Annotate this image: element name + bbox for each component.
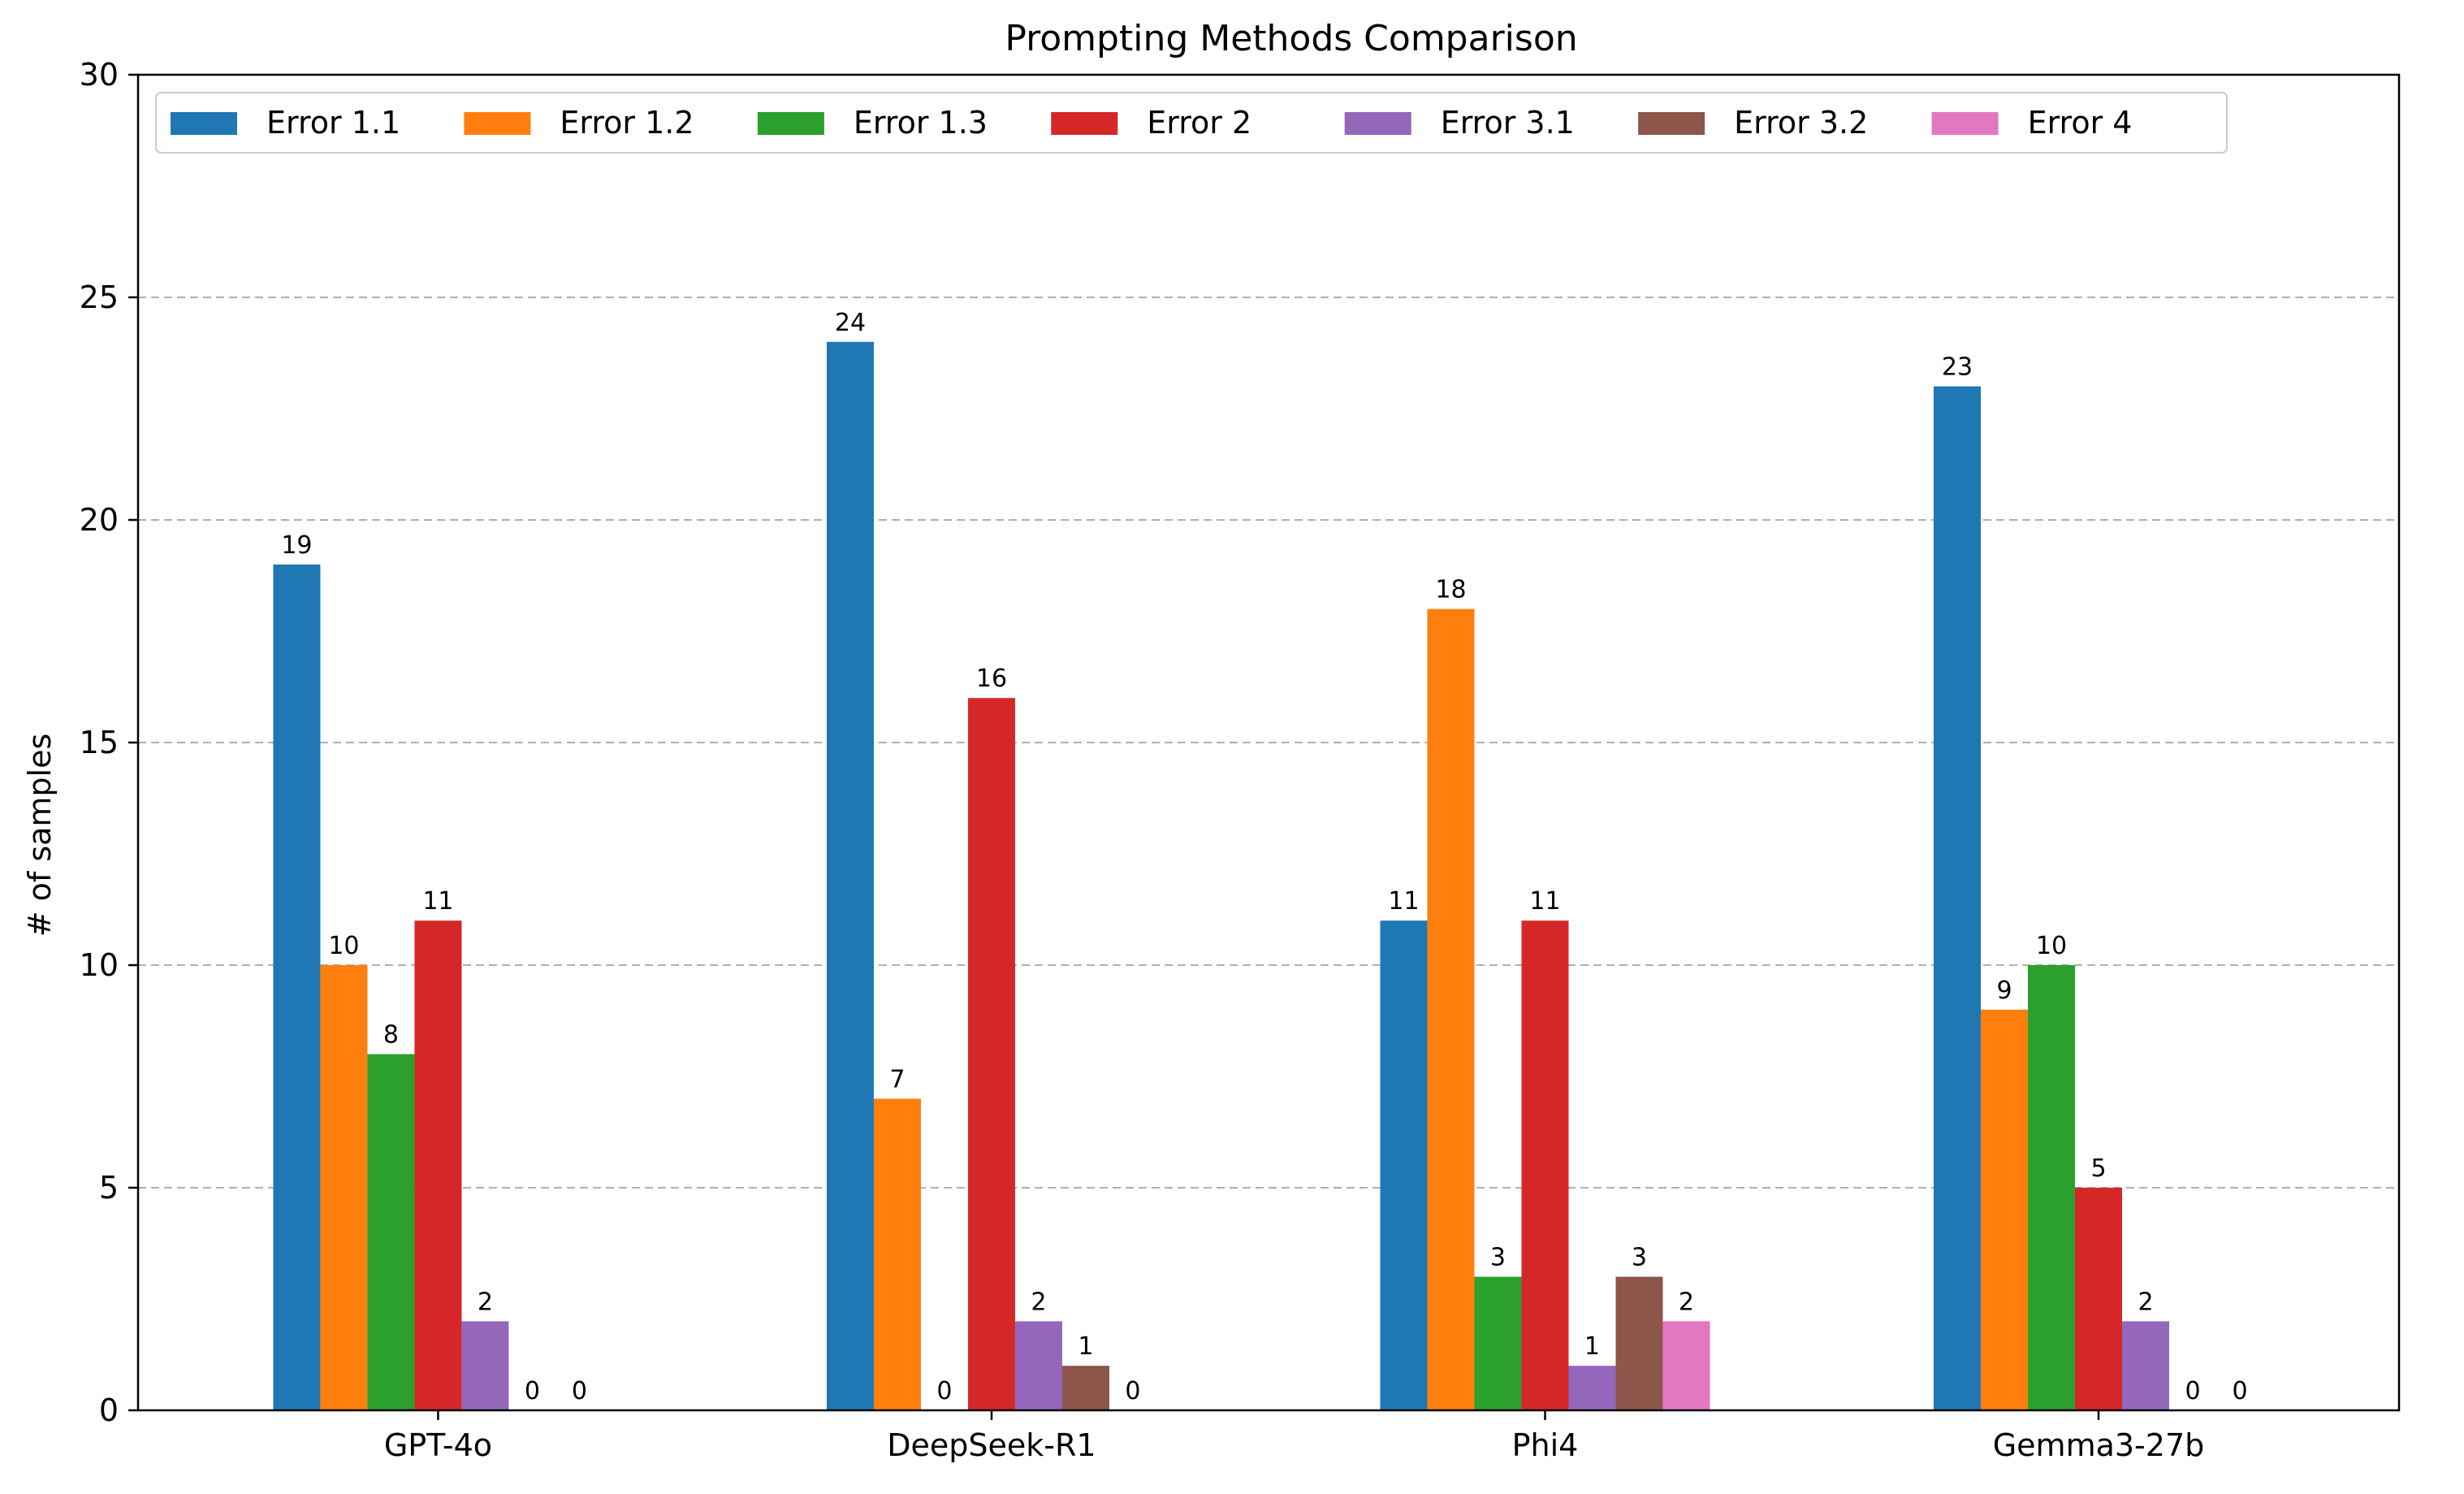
legend-label: Error 2 (1147, 105, 1251, 141)
legend-swatch (1638, 112, 1705, 135)
legend-item-5: Error 3.2 (1638, 105, 1868, 141)
bar-gemma3-27b-series-3 (2075, 1188, 2123, 1410)
x-tick-label: Gemma3-27b (1993, 1427, 2205, 1463)
data-label: 2 (1031, 1288, 1046, 1316)
data-label: 0 (525, 1377, 540, 1405)
legend-item-6: Error 4 (1931, 105, 2133, 141)
y-tick-label: 15 (80, 725, 119, 760)
bar-gemma3-27b-series-1 (1981, 1009, 2029, 1410)
data-label: 7 (889, 1065, 905, 1093)
data-label: 0 (1125, 1377, 1140, 1405)
data-label: 2 (2138, 1288, 2153, 1316)
data-label: 8 (383, 1021, 399, 1050)
bar-phi4-series-5 (1615, 1276, 1663, 1410)
data-label: 11 (422, 887, 453, 916)
legend-label: Error 1.2 (560, 105, 694, 141)
data-label: 19 (281, 531, 312, 560)
data-label: 0 (572, 1377, 587, 1405)
legend-item-0: Error 1.1 (171, 105, 400, 141)
bar-gemma3-27b-series-4 (2122, 1321, 2170, 1410)
bar-phi4-series-3 (1521, 920, 1569, 1410)
bar-gpt-4o-series-3 (414, 920, 462, 1410)
bar-deepseek-r1-series-5 (1061, 1366, 1109, 1410)
bar-phi4-series-1 (1427, 608, 1475, 1410)
bar-gpt-4o-series-4 (461, 1321, 509, 1410)
bars (273, 341, 2170, 1411)
y-axis-label: # of samples (22, 734, 58, 938)
data-label: 0 (2232, 1377, 2247, 1405)
legend-box (155, 92, 2228, 154)
bar-deepseek-r1-series-0 (826, 341, 874, 1410)
legend-label: Error 4 (2028, 105, 2133, 141)
data-label: 11 (1388, 887, 1419, 916)
bar-gpt-4o-series-2 (367, 1054, 415, 1410)
bar-deepseek-r1-series-1 (873, 1098, 921, 1410)
bar-gpt-4o-series-0 (273, 564, 321, 1410)
legend-label: Error 1.1 (266, 105, 400, 141)
legend-label: Error 1.3 (854, 105, 988, 141)
data-label: 24 (835, 309, 866, 337)
data-label: 23 (1942, 353, 1973, 382)
y-tick-label: 0 (99, 1392, 119, 1428)
data-label: 10 (2036, 932, 2067, 960)
y-tick-label: 20 (80, 502, 119, 538)
data-label: 0 (2185, 1377, 2200, 1405)
bar-phi4-series-0 (1380, 920, 1428, 1410)
legend: Error 1.1 Error 1.2 Error 1.3 Error 2 Error … (155, 92, 2228, 154)
data-label: 0 (936, 1377, 952, 1405)
legend-swatch (1344, 112, 1411, 135)
bar-phi4-series-6 (1662, 1321, 1710, 1410)
chart-title: Prompting Methods Comparison (1005, 18, 1577, 59)
data-label: 10 (328, 932, 359, 960)
data-labels: 19 24 11 23 10 7 18 9 8 0 3 10 11 16 11 5 2 2 1 2 0 1 3 0 0 0 2 0 (281, 309, 2247, 1405)
data-label: 2 (1679, 1288, 1694, 1316)
legend-swatch (1051, 112, 1118, 135)
data-label: 16 (976, 665, 1007, 693)
y-tick-label: 5 (99, 1170, 119, 1206)
bar-deepseek-r1-series-4 (1014, 1321, 1062, 1410)
data-label: 11 (1529, 887, 1560, 916)
bar-gemma3-27b-series-2 (2028, 965, 2076, 1410)
data-label: 1 (1584, 1332, 1600, 1361)
y-tick-label: 25 (80, 279, 119, 315)
legend-swatch (171, 112, 237, 135)
x-tick-label: DeepSeek-R1 (887, 1427, 1096, 1463)
bar-phi4-series-4 (1568, 1366, 1616, 1410)
data-label: 1 (1078, 1332, 1093, 1361)
data-label: 5 (2090, 1154, 2106, 1183)
legend-label: Error 3.2 (1734, 105, 1868, 141)
data-label: 9 (1996, 977, 2012, 1005)
x-tick-label: GPT-4o (384, 1427, 492, 1463)
data-label: 3 (1632, 1244, 1647, 1272)
data-label: 3 (1490, 1244, 1506, 1272)
data-label: 2 (478, 1288, 493, 1316)
legend-item-4: Error 3.1 (1344, 105, 1575, 141)
bar-phi4-series-2 (1474, 1276, 1522, 1410)
data-label: 18 (1435, 576, 1466, 604)
bar-gemma3-27b-series-0 (1934, 386, 1982, 1411)
bar-deepseek-r1-series-3 (967, 698, 1015, 1410)
legend-swatch (757, 112, 824, 135)
legend-item-2: Error 1.3 (757, 105, 988, 141)
legend-swatch (1931, 112, 1999, 135)
bar-gpt-4o-series-1 (320, 965, 368, 1410)
y-tick-label: 30 (80, 57, 119, 93)
x-tick-label: Phi4 (1512, 1427, 1579, 1463)
legend-swatch (464, 112, 531, 135)
legend-item-1: Error 1.2 (464, 105, 694, 141)
y-tick-label: 10 (80, 947, 119, 983)
legend-label: Error 3.1 (1441, 105, 1575, 141)
legend-item-3: Error 2 (1051, 105, 1251, 141)
